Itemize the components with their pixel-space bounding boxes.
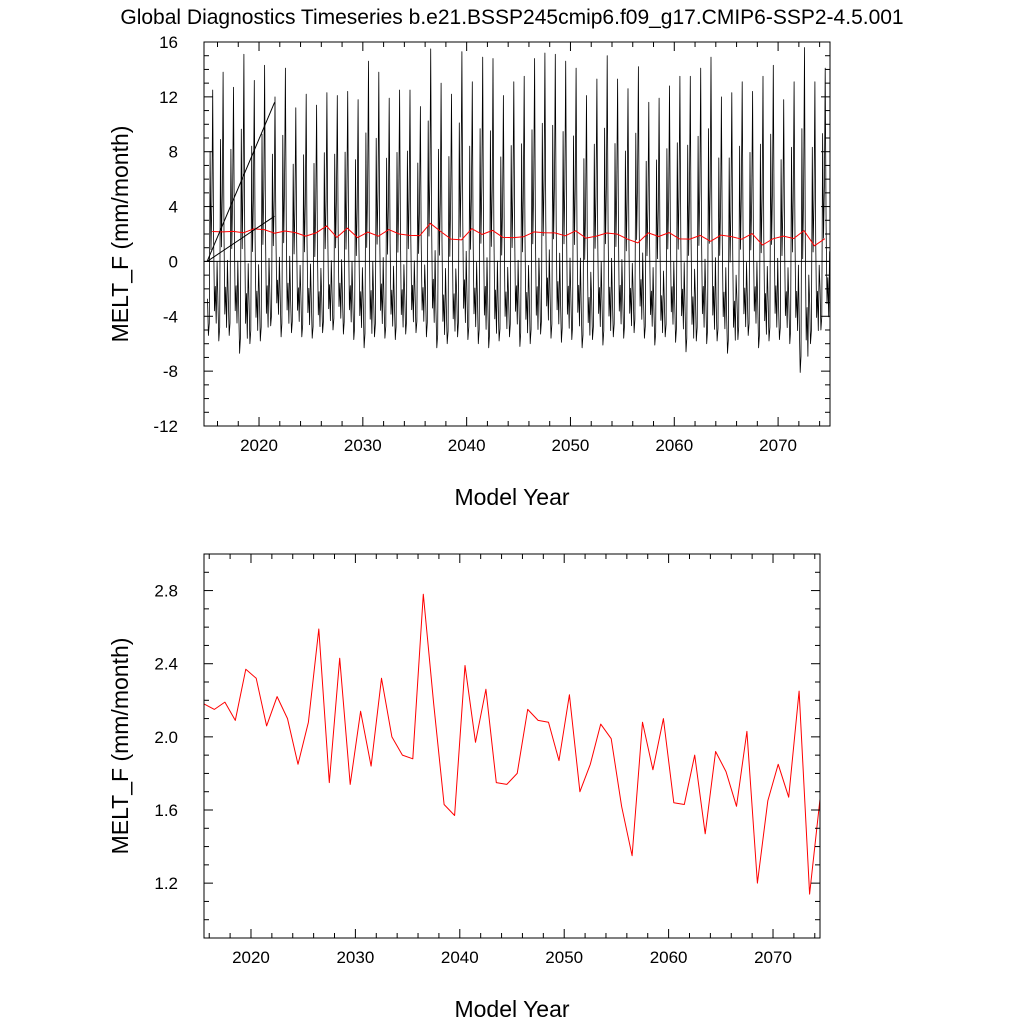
monthly-series-line: [207, 47, 830, 373]
y-tick-label: 1.2: [154, 874, 178, 893]
top-axes: 2020 2030 2040 2050 2060 2070 -12 -8 -4 0 4 8 12 16: [153, 33, 831, 455]
x-tick-label: 2070: [754, 948, 792, 967]
y-tick-label: 1.6: [154, 801, 178, 820]
y-tick-label: 2.4: [154, 655, 178, 674]
x-tick-label: 2050: [552, 436, 590, 455]
y-tick-label: -8: [163, 362, 178, 381]
x-tick-label: 2020: [232, 948, 270, 967]
x-tick-label: 2060: [650, 948, 688, 967]
y-tick-label: 4: [169, 198, 178, 217]
top-panel: 2020 2030 2040 2050 2060 2070 -12 -8 -4 0 4 8 12 16 M…: [107, 33, 831, 510]
top-x-axis-title: Model Year: [454, 484, 569, 510]
x-tick-label: 2020: [240, 436, 278, 455]
y-tick-label: 8: [169, 143, 178, 162]
bottom-panel: 2020 2030 2040 2050 2060 20701.21.62.02.42.8 …: [107, 553, 821, 1022]
y-tick-label: -4: [163, 307, 178, 326]
top-y-axis-title: MELT_F (mm/month): [107, 126, 133, 343]
annotation-line: [206, 102, 276, 262]
bottom-plot-area: [204, 593, 820, 895]
x-tick-label: 2050: [545, 948, 583, 967]
top-plot-area: [204, 47, 830, 373]
x-tick-label: 2030: [336, 948, 374, 967]
x-tick-label: 2040: [441, 948, 479, 967]
x-tick-label: 2040: [448, 436, 486, 455]
y-tick-label: 0: [169, 252, 178, 271]
x-tick-label: 2060: [655, 436, 693, 455]
plot-frame: [203, 553, 821, 939]
annual-mean-line: [212, 222, 826, 247]
y-tick-label: 12: [159, 88, 178, 107]
x-tick-label: 2030: [344, 436, 382, 455]
bottom-x-axis-title: Model Year: [454, 996, 569, 1022]
bottom-axes: 2020 2030 2040 2050 2060 2070 1.2 1.6 2.0 2.4 2.8: [154, 553, 821, 967]
x-tick-label: 2070: [759, 436, 797, 455]
y-tick-label: 16: [159, 33, 178, 52]
y-tick-label: 2.0: [154, 728, 178, 747]
annotation-line: [206, 215, 275, 262]
figure-title: Global Diagnostics Timeseries b.e21.BSSP…: [120, 6, 903, 29]
y-tick-label: -12: [153, 417, 178, 436]
bottom-y-axis-title: MELT_F (mm/month): [107, 638, 133, 855]
plot-frame: [203, 41, 831, 427]
y-tick-label: 2.8: [154, 582, 178, 601]
annual-mean-line: [204, 593, 820, 895]
